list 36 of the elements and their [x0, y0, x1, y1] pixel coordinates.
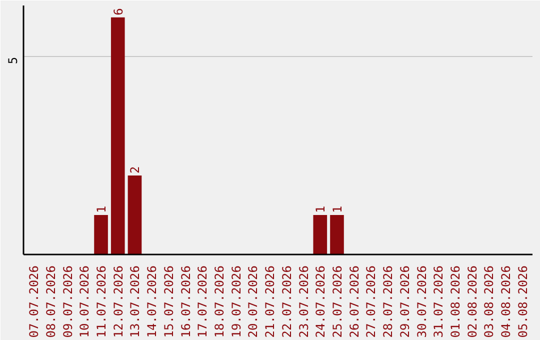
- x-tick-label: 29.07.2026: [398, 265, 412, 338]
- x-tick-label: 02.08.2026: [465, 265, 480, 338]
- x-tick-label: 10.07.2026: [78, 265, 92, 338]
- x-tick-label: 07.07.2026: [27, 265, 42, 338]
- x-tick-label: 25.07.2026: [330, 265, 344, 338]
- x-tick-label: 12.07.2026: [111, 265, 126, 338]
- x-tick-label: 21.07.2026: [263, 265, 278, 338]
- data-label: 1: [314, 206, 328, 213]
- data-label: 2: [128, 166, 142, 174]
- x-tick-label: 01.08.2026: [448, 265, 462, 338]
- x-tick-label: 08.07.2026: [44, 265, 58, 338]
- x-tick-label: 05.08.2026: [516, 265, 530, 338]
- data-label: 1: [330, 206, 344, 213]
- x-tick-label: 14.07.2026: [145, 265, 160, 338]
- x-tick-label: 23.07.2026: [296, 265, 311, 338]
- x-tick-label: 20.07.2026: [246, 265, 260, 338]
- x-tick-label: 22.07.2026: [280, 265, 294, 338]
- y-tick-label: 5: [6, 56, 20, 64]
- x-tick-label: 18.07.2026: [212, 265, 227, 338]
- x-tick-label: 03.08.2026: [482, 265, 496, 338]
- x-tick-label: 09.07.2026: [60, 265, 75, 338]
- x-tick-label: 27.07.2026: [364, 265, 378, 338]
- x-tick-label: 19.07.2026: [229, 265, 244, 338]
- x-tick-label: 31.07.2026: [432, 265, 446, 338]
- x-tick-label: 15.07.2026: [162, 265, 176, 338]
- x-tick-label: 13.07.2026: [128, 265, 142, 338]
- data-label: 6: [111, 8, 126, 16]
- x-tick-label: 24.07.2026: [314, 265, 328, 338]
- x-tick-label: 26.07.2026: [347, 265, 362, 338]
- x-tick-label: 11.07.2026: [94, 265, 109, 338]
- x-tick-label: 04.08.2026: [499, 265, 514, 338]
- data-label: 1: [94, 206, 109, 213]
- x-tick-label: 28.07.2026: [381, 265, 396, 338]
- x-tick-label: 16.07.2026: [178, 265, 193, 338]
- x-tick-label: 30.07.2026: [414, 265, 429, 338]
- x-tick-label: 17.07.2026: [196, 265, 210, 338]
